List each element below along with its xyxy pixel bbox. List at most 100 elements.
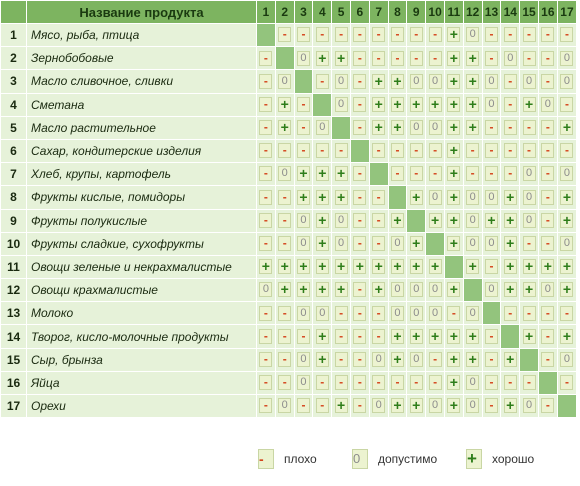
bad-marker: - [353,120,367,136]
bad-marker: - [560,375,574,391]
bad-marker: - [503,305,517,321]
compat-cell: + [556,185,578,210]
compat-cell: + [443,46,464,71]
table-row: 3 Масло сливочное, сливки -0-0- + +0 0 + +0-0-0 [0,69,578,94]
bad-marker: - [484,143,498,159]
table-row: 17 Орехи -0- - + -0 + +0 +0- +0- [0,393,578,419]
ok-marker: 0 [466,27,480,43]
bad-marker: - [409,50,423,66]
product-name: Фрукты полукислые [26,208,257,233]
compat-cell: - [256,324,276,349]
bad-marker: - [484,351,498,367]
compat-cell: + [443,92,464,117]
row-number: 13 [0,301,27,326]
compat-cell: - [274,324,295,349]
compat-cell: + [443,231,464,256]
header-col-1: 1 [256,0,276,24]
ok-marker: 0 [560,166,574,182]
diagonal-cell [556,393,578,419]
ok-marker: 0 [409,351,423,367]
good-marker: + [447,236,461,252]
bad-marker: - [466,166,480,182]
bad-marker: - [409,143,423,159]
compat-cell: 0 [406,278,427,303]
bad-marker: - [259,375,273,391]
bad-marker: - [503,166,517,182]
bad-marker: - [353,375,367,391]
compat-cell: - [556,22,578,48]
compat-cell: - [256,301,276,326]
compat-cell: + [406,92,427,117]
compat-cell: + [462,254,483,280]
good-marker: + [466,120,480,136]
table-row: 16 Яйца - -0- - - - - - - +0- - - - [0,370,578,396]
ok-marker: 0 [428,189,442,205]
table-row: 10 Фрукты сладкие, сухофрукты - -0 +0- -0 + +0 0… [0,231,578,256]
header-col-15: 15 [519,0,539,24]
compat-cell: - [331,22,351,48]
compat-cell: 0 [519,69,539,94]
compat-cell: + [443,347,464,372]
compat-cell: + [500,393,521,419]
bad-marker: - [541,166,555,182]
compat-cell: - [481,347,502,372]
compat-cell: + [462,46,483,71]
compat-cell: - [500,162,521,187]
header-col-3: 3 [293,0,314,24]
ok-marker: 0 [484,282,498,298]
compat-cell: + [406,254,427,280]
bad-marker: - [259,351,273,367]
ok-marker: 0 [390,236,404,252]
compat-cell: - [293,22,314,48]
table-row: 9 Фрукты полукислые - -0 +0- - + + +0 + +0- + [0,208,578,233]
compat-cell: 0 [256,278,276,303]
product-name: Орехи [26,393,257,419]
bad-marker: - [259,50,273,66]
product-name: Масло растительное [26,115,257,140]
compat-cell: 0 [331,208,351,233]
table-row: 1 Мясо, рыба, птица - - - - - - - - - +0- - - - - [0,22,578,48]
compat-cell: - [425,46,445,71]
bad-marker: - [390,375,404,391]
diagonal-cell [425,231,445,256]
row-number: 9 [0,208,27,233]
compat-cell: 0 [312,115,333,140]
compat-cell: - [368,324,389,349]
compat-cell: + [443,370,464,396]
compat-cell: - [387,138,408,164]
good-marker: + [522,96,536,112]
good-marker: + [503,351,517,367]
compat-cell: - [481,162,502,187]
compat-cell: - [500,22,521,48]
ok-marker: 0 [560,50,574,66]
good-marker: + [315,282,329,298]
compat-cell: 0 [462,208,483,233]
compat-cell: + [312,324,333,349]
compat-cell: + [293,278,314,303]
product-compatibility-table: Название продукта 1 2 3 4 5 6 7 8 9 10 11 12 13 14 15 1… [0,0,578,419]
compat-cell: - [556,301,578,326]
compat-cell: - [368,138,389,164]
bad-marker: - [447,305,461,321]
diagonal-cell [349,138,370,164]
header-product-name: Название продукта [26,0,257,24]
compat-cell: - [537,208,558,233]
compat-cell: 0 [519,208,539,233]
row-number: 4 [0,92,27,117]
row-number: 11 [0,254,27,280]
diagonal-cell [312,92,333,117]
ok-marker: 0 [296,351,310,367]
compat-cell: + [556,324,578,349]
bad-marker: - [334,27,348,43]
product-name: Мясо, рыба, птица [26,22,257,48]
compat-cell: + [556,278,578,303]
ok-marker: 0 [278,398,292,414]
bad-marker: - [409,27,423,43]
good-marker: + [560,259,574,275]
good-marker: + [428,259,442,275]
ok-marker: 0 [315,305,329,321]
compat-cell: + [500,231,521,256]
good-marker: + [503,282,517,298]
compat-cell: + [406,324,427,349]
bad-marker: - [541,236,555,252]
